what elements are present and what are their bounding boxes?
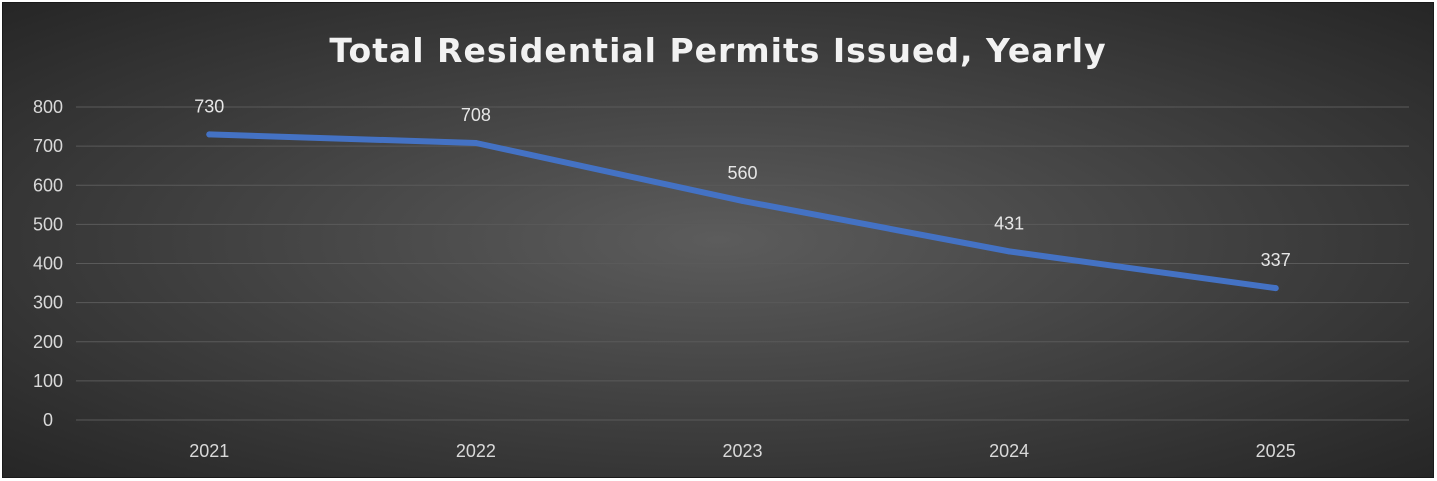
data-label: 337 xyxy=(1261,250,1291,270)
x-tick-label: 2022 xyxy=(456,441,496,461)
data-point xyxy=(206,131,213,138)
y-axis-ticks: 0 100 200 300 400 500 600 700 800 xyxy=(33,97,63,430)
data-point xyxy=(1006,248,1013,255)
y-tick-label: 100 xyxy=(33,371,63,391)
y-tick-label: 600 xyxy=(33,175,63,195)
y-tick-label: 800 xyxy=(33,97,63,117)
y-tick-label: 0 xyxy=(43,410,53,430)
y-tick-label: 200 xyxy=(33,332,63,352)
data-label: 431 xyxy=(994,213,1024,233)
data-point xyxy=(1272,285,1279,292)
data-point xyxy=(739,197,746,204)
x-axis-ticks: 2021 2022 2023 2024 2025 xyxy=(189,441,1295,461)
y-tick-label: 400 xyxy=(33,254,63,274)
data-label: 730 xyxy=(194,96,224,116)
data-label: 708 xyxy=(461,105,491,125)
x-tick-label: 2021 xyxy=(189,441,229,461)
y-tick-label: 700 xyxy=(33,136,63,156)
x-tick-label: 2025 xyxy=(1256,441,1296,461)
data-label: 560 xyxy=(727,163,757,183)
y-tick-label: 500 xyxy=(33,214,63,234)
x-tick-label: 2023 xyxy=(722,441,762,461)
data-labels: 730 708 560 431 337 xyxy=(194,96,1290,270)
series-layer xyxy=(206,131,1279,292)
x-tick-label: 2024 xyxy=(989,441,1029,461)
series-line xyxy=(206,131,1279,292)
data-point xyxy=(472,139,479,146)
y-tick-label: 300 xyxy=(33,293,63,313)
chart-title: Total Residential Permits Issued, Yearly xyxy=(329,31,1106,70)
gridlines xyxy=(76,106,1409,421)
